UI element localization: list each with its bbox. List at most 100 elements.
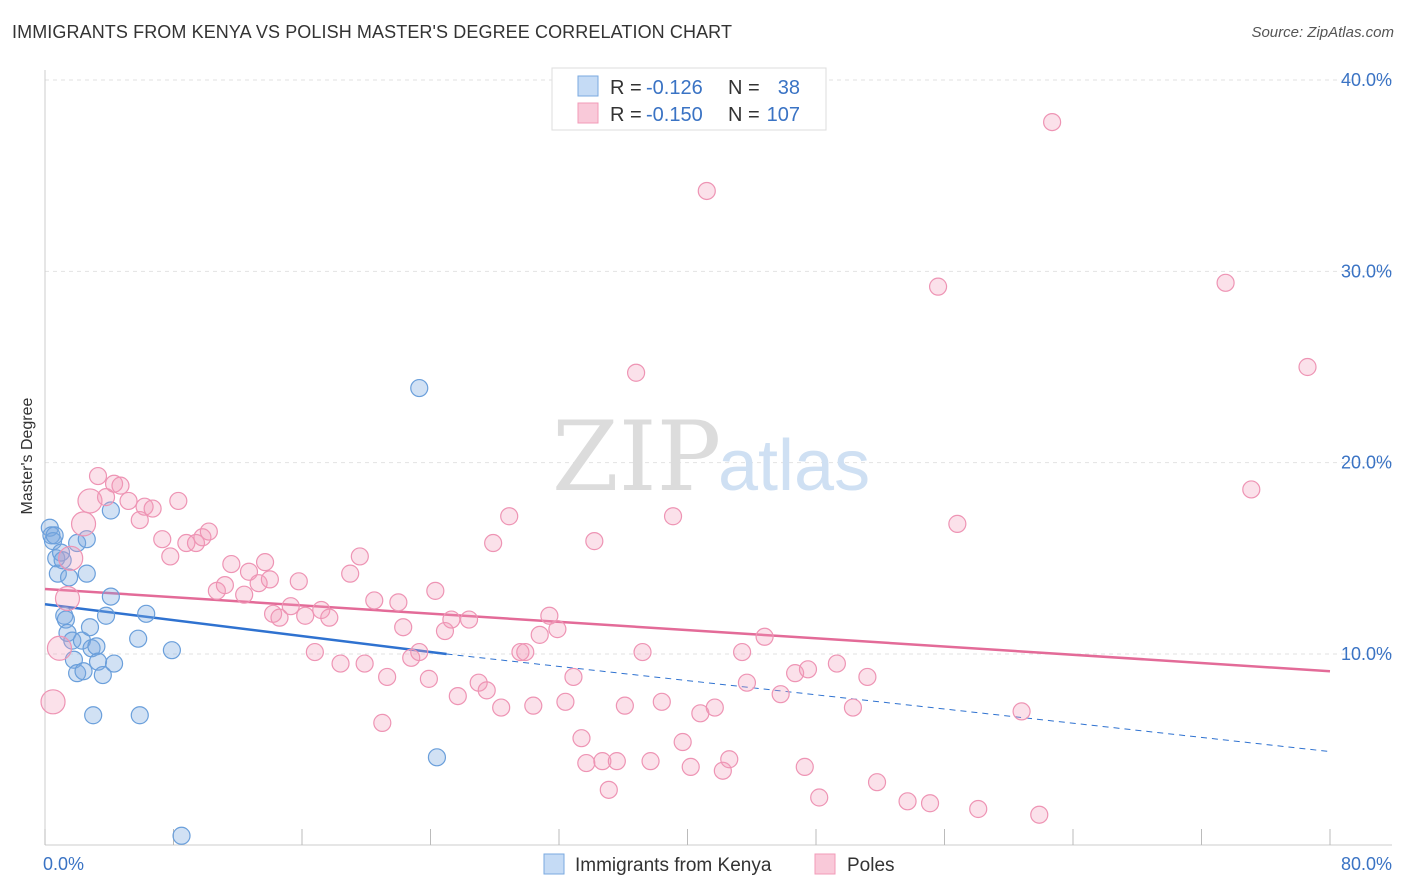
poles-point [681, 757, 700, 776]
poles-point [607, 752, 626, 771]
stats-n-value-kenya: 38 [778, 77, 800, 99]
kenya-point [84, 706, 103, 725]
poles-point [341, 564, 360, 583]
kenya-point [77, 564, 96, 583]
poles-point [867, 773, 887, 792]
poles-point [530, 625, 549, 644]
poles-point [169, 491, 188, 511]
poles-point [260, 570, 279, 589]
legend-label-poles: Poles [847, 855, 895, 876]
kenya-point [59, 568, 79, 587]
poles-point [355, 654, 374, 673]
stats-n-label-poles: N = [728, 104, 760, 126]
poles-point [119, 491, 138, 511]
poles-point [410, 642, 429, 662]
kenya-point [63, 631, 82, 650]
poles-point [556, 692, 575, 711]
stats-n-label-kenya: N = [728, 77, 760, 99]
stats-n-value-poles: 107 [767, 104, 800, 126]
poles-point [77, 488, 103, 514]
poles-point [928, 277, 948, 296]
poles-point [296, 606, 315, 625]
kenya-point [130, 706, 149, 725]
kenya-point [427, 748, 447, 767]
kenya-point [96, 606, 116, 625]
poles-point [771, 685, 790, 704]
poles-point [255, 553, 275, 572]
poles-point [720, 750, 739, 769]
poles-point [378, 667, 397, 687]
poles-point [88, 466, 108, 486]
poles-point [663, 507, 683, 526]
grid-lines [45, 79, 1392, 655]
series-legend: Immigrants from Kenya Poles [543, 853, 895, 876]
kenya-point [93, 665, 112, 685]
x-tick-label-max: 80.0% [1341, 854, 1392, 874]
y-axis-label: Master's Degree [19, 397, 36, 514]
poles-point [626, 363, 646, 382]
poles-point [448, 686, 467, 706]
poles-point [599, 780, 618, 799]
poles-point [705, 698, 724, 717]
poles-point [70, 511, 97, 537]
kenya-point [45, 526, 64, 545]
poles-point [143, 499, 162, 518]
poles-point [459, 610, 479, 629]
poles-point [111, 476, 130, 495]
poles-point [130, 510, 149, 530]
poles-point [54, 585, 81, 612]
poles-point [1030, 805, 1049, 824]
poles-point [798, 660, 818, 679]
kenya-point [101, 587, 120, 606]
poles-point [1242, 480, 1261, 499]
poles-point [564, 667, 583, 687]
poles-point [249, 574, 268, 593]
axes [44, 70, 1392, 846]
poles-point [350, 547, 369, 566]
poles-point [58, 545, 84, 571]
poles-point [713, 761, 732, 780]
poles-point [394, 618, 413, 637]
poles-point [46, 635, 73, 661]
x-tick-label-min: 0.0% [43, 854, 84, 874]
poles-point [615, 696, 634, 715]
poles-point [199, 522, 218, 541]
poles-point [593, 752, 612, 771]
stats-legend: R = -0.126 N = 38 R = -0.150 N = 107 [551, 67, 827, 131]
kenya-point [410, 378, 429, 398]
y-tick-label-10: 10.0% [1341, 644, 1392, 664]
poles-point [281, 597, 300, 616]
watermark: ZIP atlas [552, 401, 870, 513]
poles-point [320, 608, 339, 627]
poles-point [585, 532, 604, 551]
poles-point [697, 181, 716, 201]
poles-point [177, 533, 196, 553]
y-tick-labels: 10.0% 20.0% 30.0% 40.0% [1341, 70, 1392, 664]
poles-point [516, 642, 535, 662]
poles-point [898, 792, 917, 811]
poles-point [492, 698, 511, 717]
legend-label-kenya: Immigrants from Kenya [575, 855, 772, 876]
kenya-point [104, 654, 124, 673]
watermark-zip: ZIP [552, 401, 721, 513]
poles-point [96, 488, 116, 507]
y-tick-label-20: 20.0% [1341, 453, 1392, 473]
poles-point [652, 692, 671, 711]
poles-point [1298, 357, 1317, 377]
kenya-point [47, 549, 66, 568]
stats-swatch-kenya [577, 75, 599, 97]
kenya-point [172, 826, 191, 845]
stats-r-label-poles: R = [610, 104, 642, 126]
poles-point [373, 713, 392, 732]
poles-point [305, 642, 324, 662]
stats-r-value-poles: -0.150 [646, 104, 703, 126]
poles-point [548, 620, 567, 639]
poles-point [858, 667, 877, 687]
poles-point [235, 585, 254, 604]
y-tick-label-40: 40.0% [1341, 70, 1392, 90]
chart-title: IMMIGRANTS FROM KENYA VS POLISH MASTER'S… [12, 22, 733, 42]
poles-point [511, 642, 530, 662]
poles-point [289, 572, 308, 591]
poles-point [540, 606, 559, 625]
